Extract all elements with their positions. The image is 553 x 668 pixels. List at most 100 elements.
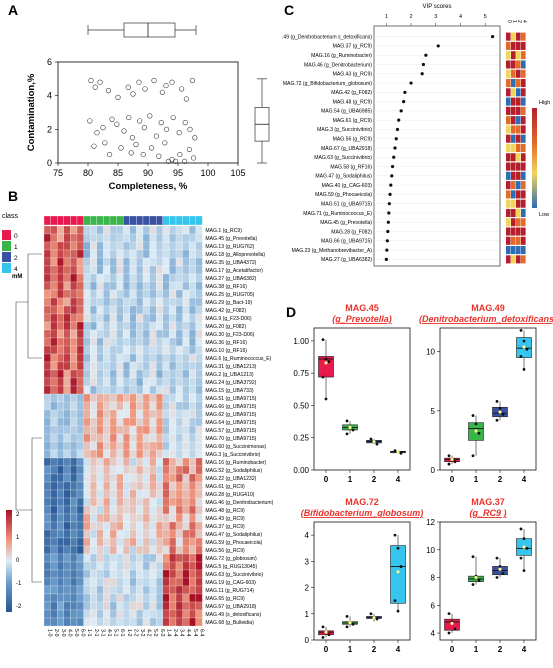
heatmap-cell (136, 353, 144, 363)
heatmap-cell (109, 561, 117, 571)
heatmap-cell (189, 369, 196, 379)
heatmap-cell (195, 537, 203, 547)
vip-point (390, 164, 395, 169)
y-tick-label: 8 (431, 574, 436, 583)
row-label: MAG.37 (g_RC9) (205, 524, 245, 530)
heatmap-cell (195, 513, 203, 523)
heatmap-cell (63, 441, 71, 451)
heatmap-cell (90, 297, 97, 307)
class-bar-cell (116, 215, 124, 226)
heatmap-cell (142, 233, 150, 243)
heatmap-cell (142, 481, 150, 491)
vip-row-label: MAG.54 (g_UBA6985) (321, 109, 372, 115)
column-label: 1-1 (86, 629, 92, 637)
heatmap-cell (116, 521, 124, 531)
heatmap-cell (162, 529, 170, 539)
row-label: MAG.47 (g_Sodaliphilus) (205, 532, 262, 538)
vip-heat-cell (511, 181, 516, 190)
heatmap-cell (169, 393, 177, 403)
heatmap-cell (136, 489, 144, 499)
heatmap-cell (195, 241, 203, 251)
heatmap-cell (123, 577, 130, 587)
heatmap-cell (129, 289, 137, 299)
row-label: MAG.56 (g_RC9) (205, 548, 245, 554)
heatmap-cell (142, 465, 150, 475)
box-point (447, 462, 451, 466)
heatmap-cell (43, 265, 51, 275)
heatmap-cell (156, 377, 163, 387)
box-point (375, 442, 379, 446)
box-rect (390, 545, 406, 604)
heatmap-cell (43, 569, 51, 579)
heatmap-cell (189, 313, 196, 323)
heatmap-cell (90, 321, 97, 331)
heatmap-cell (90, 601, 97, 611)
heatmap-cell (116, 297, 124, 307)
heatmap-cell (109, 321, 117, 331)
heatmap-cell (50, 601, 58, 611)
class-bar-cell (136, 215, 144, 226)
heatmap-cell (43, 345, 51, 355)
heatmap-cell (83, 585, 91, 595)
heatmap-cell (123, 505, 130, 515)
heatmap-cell (162, 441, 170, 451)
box-point (519, 355, 523, 358)
vip-heat-cell (506, 106, 511, 115)
heatmap-cell (169, 401, 177, 411)
heatmap-cell (156, 305, 163, 315)
row-label: MAG.25 (g_RUG705) (205, 292, 254, 298)
heatmap-cell (63, 321, 71, 331)
heatmap-cell (96, 529, 104, 539)
heatmap-cell (123, 569, 130, 579)
vip-row-label: MAG.45 (g_Prevotella) (320, 220, 372, 226)
heatmap-cell (57, 329, 64, 339)
heatmap-cell (136, 505, 144, 515)
heatmap-cell (90, 569, 97, 579)
heatmap-cell (149, 569, 157, 579)
heatmap-cell (182, 409, 190, 419)
heatmap-cell (175, 609, 183, 619)
heatmap-cell (116, 361, 124, 371)
heatmap-cell (149, 561, 157, 571)
heatmap-cell (175, 521, 183, 531)
plot-frame (57, 61, 239, 164)
heatmap-cell (96, 329, 104, 339)
heatmap-cell (123, 457, 130, 467)
heatmap-cell (103, 329, 111, 339)
heatmap-cell (76, 449, 84, 459)
heatmap-cell (83, 369, 91, 379)
heatmap-cell (76, 441, 84, 451)
data-point (183, 96, 189, 102)
heatmap-cell (63, 481, 71, 491)
vip-heat-cell (506, 116, 511, 125)
vip-heat-cell (511, 88, 516, 97)
vip-point (395, 127, 400, 132)
heatmap-cell (50, 313, 58, 323)
heatmap-cell (182, 537, 190, 547)
box-point (369, 612, 373, 616)
heatmap-cell (156, 561, 163, 571)
row-label: MAG.36 (g_RF16) (205, 340, 247, 346)
x-tick-label: 0 (450, 645, 455, 654)
legend-label: 2 (14, 255, 18, 262)
heatmap-cell (142, 449, 150, 459)
data-point (88, 77, 94, 84)
heatmap-cell (96, 393, 104, 403)
heatmap-cell (142, 225, 150, 235)
heatmap-cell (116, 441, 124, 451)
heatmap-cell (149, 409, 157, 419)
heatmap-cell (136, 233, 144, 243)
column-label: 1-0 (47, 629, 53, 637)
boxplot-subtitle: (g_Prevotella) (332, 314, 392, 324)
heatmap-cell (70, 369, 78, 379)
vip-heat-cell (521, 60, 526, 69)
heatmap-cell (189, 441, 196, 451)
box-mean (396, 450, 400, 454)
heatmap-cell (195, 377, 203, 387)
heatmap-cell (189, 481, 196, 491)
heatmap-cell (63, 297, 71, 307)
heatmap-cell (182, 401, 190, 411)
heatmap-cell (175, 601, 183, 611)
box-point (471, 414, 475, 417)
